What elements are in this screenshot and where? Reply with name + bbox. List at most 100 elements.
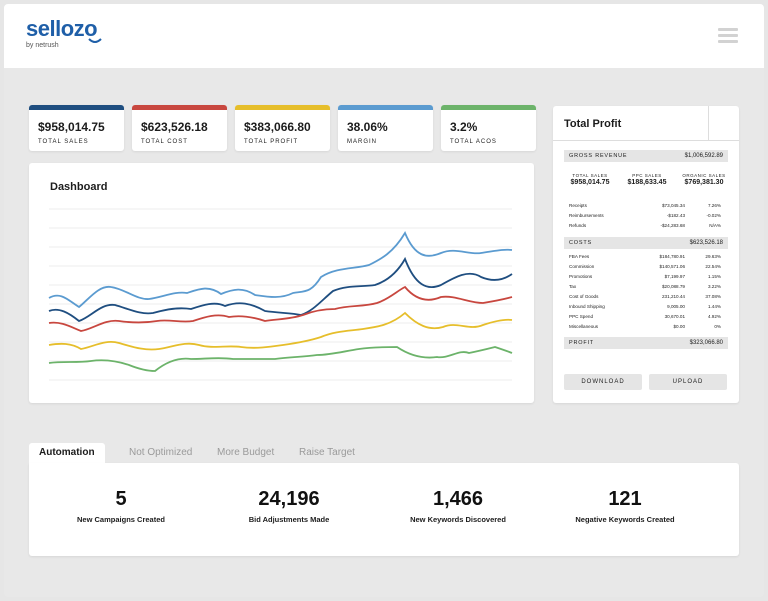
row-percent: 1.44% — [707, 304, 721, 309]
kpi-card-total-profit: $383,066.80 TOTAL PROFIT — [235, 105, 330, 151]
cost-row: Commission $140,571.06 22.54% — [569, 262, 721, 272]
kpi-value: $383,066.80 — [244, 120, 311, 134]
row-amount: $140,571.06 — [659, 264, 685, 269]
tab-not-optimized[interactable]: Not Optimized — [129, 447, 193, 458]
dashboard-panel: Dashboard — [29, 163, 534, 403]
kpi-color-bar — [132, 105, 227, 110]
stat-new-keywords: 1,466 New Keywords Discovered — [378, 488, 538, 524]
row-name: Refunds — [569, 223, 587, 228]
cost-row: PPC Spend 30,670.01 4.92% — [569, 312, 721, 322]
row-name: Tax — [569, 284, 577, 289]
summary-value: $769,381.30 — [684, 179, 724, 186]
dashboard-chart — [48, 208, 513, 381]
row-percent: 7.26% — [707, 203, 721, 208]
kpi-card-total-acos: 3.2% TOTAL ACOS — [441, 105, 536, 151]
row-percent: 37.08% — [705, 294, 721, 299]
kpi-color-bar — [235, 105, 330, 110]
series-line-green — [48, 346, 513, 372]
kpi-label: TOTAL ACOS — [450, 139, 497, 145]
kpi-value: $958,014.75 — [38, 120, 105, 134]
gross-revenue-label: GROSS REVENUE — [569, 153, 628, 159]
row-name: Miscellaneous — [569, 324, 599, 329]
row-amount: $73,045.34 — [662, 203, 685, 208]
tab-automation[interactable]: Automation — [29, 443, 105, 464]
header-divider — [708, 106, 709, 141]
row-name: FBA Fees — [569, 254, 590, 259]
kpi-label: TOTAL SALES — [38, 139, 89, 145]
kpi-value: $623,526.18 — [141, 120, 208, 134]
stat-number: 1,466 — [432, 488, 484, 510]
cost-row: Miscellaneous $0.00 0% — [569, 322, 721, 332]
dashboard-title: Dashboard — [50, 181, 108, 193]
row-amount: -$182.43 — [666, 213, 685, 218]
stat-number: 5 — [115, 488, 127, 510]
row-name: Receipts — [569, 203, 587, 208]
hamburger-menu-icon[interactable] — [718, 28, 738, 46]
kpi-value: 38.06% — [347, 120, 388, 134]
summary-label: TOTAL SALES — [572, 173, 608, 178]
brand-logo[interactable]: sellozo by netrush — [26, 18, 102, 49]
summary-value: $958,014.75 — [570, 179, 610, 186]
stat-new-campaigns: 5 New Campaigns Created — [41, 488, 201, 524]
download-button[interactable]: DOWNLOAD — [564, 374, 642, 390]
kpi-label: MARGIN — [347, 139, 377, 145]
row-amount: $20,088.79 — [662, 284, 685, 289]
stat-label: New Campaigns Created — [77, 515, 165, 524]
revenue-row: Refunds -$24,283.68 N/A% — [569, 221, 721, 231]
kpi-color-bar — [29, 105, 124, 110]
kpi-label: TOTAL PROFIT — [244, 139, 299, 145]
row-amount: 231,210.44 — [662, 294, 685, 299]
row-name: Promotions — [569, 274, 593, 279]
total-profit-panel: Total Profit GROSS REVENUE $1,006,592.89… — [553, 106, 739, 403]
row-amount: $184,780.91 — [659, 254, 685, 259]
kpi-card-total-sales: $958,014.75 TOTAL SALES — [29, 105, 124, 151]
profit-band: PROFIT $323,066.80 — [564, 337, 728, 349]
tab-more-budget[interactable]: More Budget — [217, 447, 275, 458]
profit-value: $323,066.80 — [689, 340, 723, 346]
row-percent: 0% — [714, 324, 721, 329]
logo-smile-icon — [88, 38, 102, 43]
stat-label: Bid Adjustments Made — [248, 515, 330, 524]
row-name: Reimbursements — [569, 213, 604, 218]
row-percent: 1.15% — [707, 274, 721, 279]
summary-value: $188,633.45 — [627, 179, 667, 186]
cost-row: Promotions $7,199.97 1.15% — [569, 272, 721, 282]
series-line-yellow — [48, 311, 513, 351]
profit-label: PROFIT — [569, 340, 594, 346]
tab-raise-target[interactable]: Raise Target — [299, 447, 355, 458]
cost-row: Inbound Shipping 9,005.00 1.44% — [569, 302, 721, 312]
row-amount: $7,199.97 — [664, 274, 685, 279]
stat-number: 24,196 — [258, 488, 320, 510]
kpi-label: TOTAL COST — [141, 139, 188, 145]
row-name: Inbound Shipping — [569, 304, 605, 309]
brand-sub: by netrush — [26, 42, 59, 49]
summary-label: PPC SALES — [632, 173, 662, 178]
profit-header: Total Profit — [553, 106, 739, 141]
top-header: sellozo by netrush — [4, 4, 764, 68]
row-name: Commission — [569, 264, 595, 269]
row-amount: 30,670.01 — [664, 314, 685, 319]
row-percent: 22.54% — [705, 264, 721, 269]
row-amount: 9,005.00 — [667, 304, 685, 309]
row-percent: N/A% — [709, 223, 721, 228]
total-sales-summary: TOTAL SALES $958,014.75 — [564, 173, 616, 186]
row-amount: $0.00 — [673, 324, 686, 329]
stat-negative-keywords: 121 Negative Keywords Created — [545, 488, 705, 524]
gross-revenue-band: GROSS REVENUE $1,006,592.89 — [564, 150, 728, 162]
costs-label: COSTS — [569, 240, 592, 246]
kpi-card-total-cost: $623,526.18 TOTAL COST — [132, 105, 227, 151]
summary-label: ORGANIC SALES — [682, 173, 726, 178]
stat-bid-adjustments: 24,196 Bid Adjustments Made — [209, 488, 369, 524]
series-line-red — [48, 285, 513, 332]
gross-revenue-value: $1,006,592.89 — [684, 153, 723, 159]
row-name: PPC Spend — [569, 314, 594, 319]
cost-row: Tax $20,088.79 3.22% — [569, 282, 721, 292]
kpi-card-margin: 38.06% MARGIN — [338, 105, 433, 151]
row-percent: 3.22% — [707, 284, 721, 289]
row-name: Cost of Goods — [569, 294, 599, 299]
upload-button[interactable]: UPLOAD — [649, 374, 727, 390]
costs-band: COSTS $623,526.18 — [564, 237, 728, 249]
costs-value: $623,526.18 — [689, 240, 723, 246]
automation-panel: 5 New Campaigns Created 24,196 Bid Adjus… — [29, 463, 739, 556]
cost-row: FBA Fees $184,780.91 29.63% — [569, 252, 721, 262]
